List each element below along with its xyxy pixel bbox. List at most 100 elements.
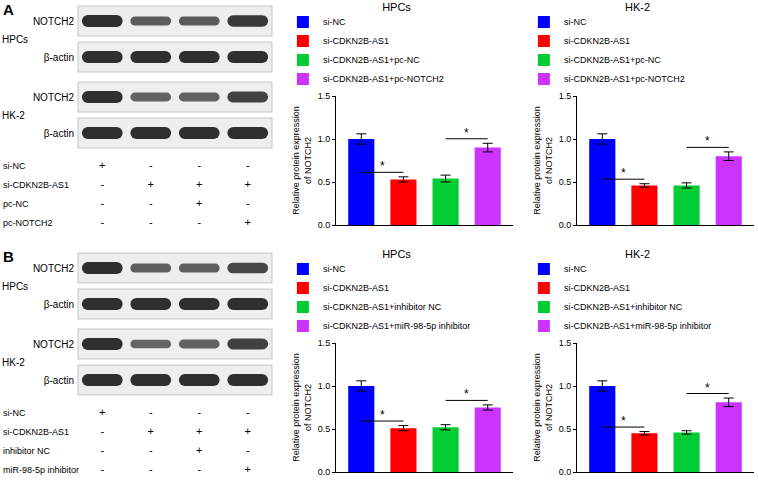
- svg-text:β-actin: β-actin: [44, 52, 74, 63]
- svg-text:-: -: [197, 159, 201, 171]
- svg-text:si-CDKN2B-AS1+pc-NOTCH2: si-CDKN2B-AS1+pc-NOTCH2: [564, 74, 685, 84]
- svg-text:si-CDKN2B-AS1: si-CDKN2B-AS1: [323, 283, 389, 293]
- svg-text:-: -: [149, 197, 153, 209]
- svg-text:+: +: [148, 425, 154, 437]
- svg-text:1.5: 1.5: [318, 338, 331, 348]
- svg-text:-: -: [100, 178, 104, 190]
- svg-text:-: -: [149, 216, 153, 228]
- svg-text:si-CDKN2B-AS1+miR-98-5p inhibi: si-CDKN2B-AS1+miR-98-5p inhibitor: [323, 321, 470, 331]
- svg-text:β-actin: β-actin: [44, 299, 74, 310]
- svg-text:-: -: [149, 463, 153, 475]
- svg-text:*: *: [705, 381, 710, 395]
- svg-text:*: *: [621, 166, 626, 180]
- svg-text:-: -: [246, 406, 250, 418]
- svg-text:+: +: [148, 178, 154, 190]
- svg-text:*: *: [380, 159, 385, 173]
- svg-text:*: *: [621, 414, 626, 428]
- svg-text:pc-NOTCH2: pc-NOTCH2: [3, 218, 53, 228]
- svg-text:HPCs: HPCs: [382, 248, 411, 260]
- svg-text:+: +: [196, 425, 202, 437]
- svg-text:0.0: 0.0: [559, 220, 572, 230]
- svg-text:si-NC: si-NC: [564, 264, 587, 274]
- svg-text:pc-NC: pc-NC: [3, 199, 29, 209]
- svg-text:0.0: 0.0: [318, 467, 331, 477]
- svg-text:+: +: [99, 159, 105, 171]
- svg-text:Relative protein expressionof: Relative protein expressionof NOTCH2: [532, 106, 554, 215]
- svg-text:miR-98-5p inhibitor: miR-98-5p inhibitor: [3, 465, 79, 475]
- svg-text:si-NC: si-NC: [323, 264, 346, 274]
- svg-text:-: -: [100, 444, 104, 456]
- svg-text:inhibitor NC: inhibitor NC: [3, 446, 51, 456]
- svg-text:-: -: [149, 159, 153, 171]
- svg-text:A: A: [3, 1, 14, 18]
- svg-text:si-NC: si-NC: [323, 17, 346, 27]
- svg-text:1.5: 1.5: [559, 91, 572, 101]
- svg-text:si-CDKN2B-AS1: si-CDKN2B-AS1: [564, 36, 630, 46]
- svg-text:HPCs: HPCs: [2, 281, 28, 292]
- svg-text:0.5: 0.5: [559, 177, 572, 187]
- svg-text:0.0: 0.0: [559, 467, 572, 477]
- svg-text:+: +: [196, 444, 202, 456]
- svg-text:B: B: [3, 248, 14, 265]
- svg-text:1.0: 1.0: [318, 381, 331, 391]
- svg-text:1.0: 1.0: [559, 134, 572, 144]
- svg-text:1.5: 1.5: [318, 91, 331, 101]
- svg-text:0.5: 0.5: [318, 177, 331, 187]
- svg-text:si-CDKN2B-AS1: si-CDKN2B-AS1: [3, 427, 69, 437]
- svg-text:NOTCH2: NOTCH2: [33, 339, 75, 350]
- svg-text:-: -: [100, 197, 104, 209]
- svg-text:+: +: [245, 178, 251, 190]
- svg-text:-: -: [100, 216, 104, 228]
- svg-text:si-CDKN2B-AS1+pc-NC: si-CDKN2B-AS1+pc-NC: [564, 55, 661, 65]
- svg-text:NOTCH2: NOTCH2: [33, 16, 75, 27]
- svg-text:-: -: [100, 425, 104, 437]
- svg-text:Relative protein expressionof: Relative protein expressionof NOTCH2: [291, 106, 313, 215]
- svg-text:+: +: [245, 216, 251, 228]
- svg-text:-: -: [100, 463, 104, 475]
- svg-text:β-actin: β-actin: [44, 375, 74, 386]
- svg-text:-: -: [246, 197, 250, 209]
- svg-text:1.0: 1.0: [559, 381, 572, 391]
- svg-text:si-CDKN2B-AS1+inhibitor NC: si-CDKN2B-AS1+inhibitor NC: [564, 302, 683, 312]
- svg-text:Relative protein expressionof: Relative protein expressionof NOTCH2: [532, 353, 554, 462]
- svg-text:0.0: 0.0: [318, 220, 331, 230]
- svg-text:*: *: [705, 134, 710, 148]
- svg-text:+: +: [99, 406, 105, 418]
- svg-text:HK-2: HK-2: [2, 357, 25, 368]
- svg-text:+: +: [245, 425, 251, 437]
- svg-text:HPCs: HPCs: [2, 34, 28, 45]
- svg-text:si-CDKN2B-AS1: si-CDKN2B-AS1: [3, 180, 69, 190]
- svg-text:*: *: [380, 408, 385, 422]
- svg-text:-: -: [246, 159, 250, 171]
- svg-text:si-NC: si-NC: [3, 408, 26, 418]
- svg-text:HK-2: HK-2: [625, 248, 650, 260]
- svg-text:+: +: [245, 463, 251, 475]
- svg-text:si-CDKN2B-AS1+miR-98-5p inhibi: si-CDKN2B-AS1+miR-98-5p inhibitor: [564, 321, 711, 331]
- svg-text:NOTCH2: NOTCH2: [33, 263, 75, 274]
- svg-text:-: -: [197, 406, 201, 418]
- svg-text:si-NC: si-NC: [3, 161, 26, 171]
- svg-text:0.5: 0.5: [318, 424, 331, 434]
- svg-text:si-CDKN2B-AS1+pc-NC: si-CDKN2B-AS1+pc-NC: [323, 55, 420, 65]
- svg-text:1.0: 1.0: [318, 134, 331, 144]
- svg-text:HK-2: HK-2: [625, 1, 650, 13]
- svg-text:Relative protein expressionof: Relative protein expressionof NOTCH2: [291, 353, 313, 462]
- svg-text:-: -: [197, 216, 201, 228]
- svg-text:0.5: 0.5: [559, 424, 572, 434]
- svg-text:-: -: [197, 463, 201, 475]
- svg-text:-: -: [149, 406, 153, 418]
- svg-text:HK-2: HK-2: [2, 110, 25, 121]
- svg-text:si-NC: si-NC: [564, 17, 587, 27]
- svg-text:+: +: [196, 178, 202, 190]
- svg-text:+: +: [196, 197, 202, 209]
- svg-text:si-CDKN2B-AS1: si-CDKN2B-AS1: [564, 283, 630, 293]
- svg-text:1.5: 1.5: [559, 338, 572, 348]
- svg-text:-: -: [149, 444, 153, 456]
- svg-text:β-actin: β-actin: [44, 128, 74, 139]
- svg-text:-: -: [246, 444, 250, 456]
- svg-text:*: *: [464, 387, 469, 401]
- svg-text:HPCs: HPCs: [382, 1, 411, 13]
- svg-text:si-CDKN2B-AS1+inhibitor NC: si-CDKN2B-AS1+inhibitor NC: [323, 302, 442, 312]
- svg-text:NOTCH2: NOTCH2: [33, 92, 75, 103]
- svg-text:si-CDKN2B-AS1: si-CDKN2B-AS1: [323, 36, 389, 46]
